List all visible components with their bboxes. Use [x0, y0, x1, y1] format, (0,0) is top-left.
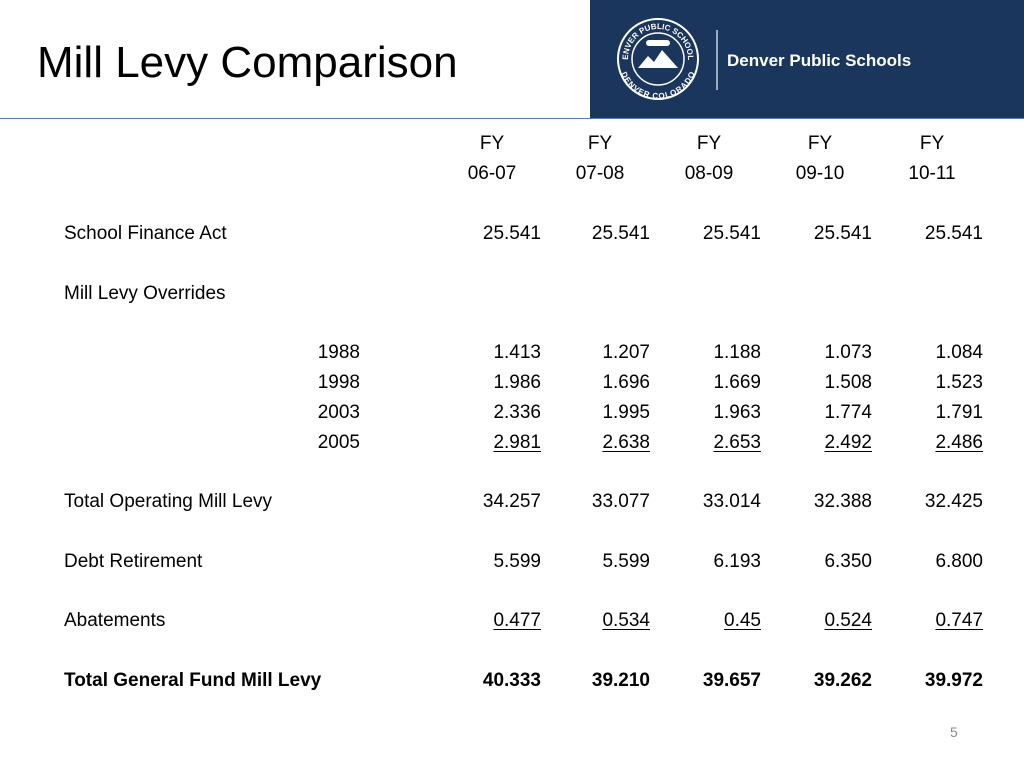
seal-mountains	[638, 50, 678, 68]
table-cell: 6.800	[935, 551, 983, 572]
column-header: FY	[807, 133, 833, 154]
table-cell: 1.791	[935, 402, 983, 423]
table-cell: 0.524	[824, 610, 872, 631]
row-label: 2003	[317, 402, 360, 423]
table-cell: 1.669	[713, 372, 761, 393]
table-cell: 1.084	[935, 342, 983, 363]
table-cell: 1.508	[824, 372, 872, 393]
column-header: FY	[696, 133, 722, 154]
table-cell: 25.541	[702, 223, 761, 244]
seal-ring	[617, 18, 699, 100]
table-cell: 2.981	[493, 432, 541, 453]
column-header: 06-07	[467, 163, 517, 184]
table-cell: 1.073	[824, 342, 872, 363]
table-cell: 2.336	[493, 402, 541, 423]
row-label: Abatements	[64, 610, 166, 631]
table-cell: 0.45	[724, 610, 761, 631]
table-cell: 1.774	[824, 402, 872, 423]
column-header: 10-11	[908, 163, 956, 184]
table-cell: 2.492	[824, 432, 872, 453]
table-cell: 5.599	[493, 551, 541, 572]
column-header: 07-08	[575, 163, 625, 184]
table-cell: 1.963	[713, 402, 761, 423]
table-cell: 6.350	[824, 551, 872, 572]
table-cell: 0.534	[602, 610, 650, 631]
table-cell: 1.696	[602, 372, 650, 393]
column-header: 08-09	[684, 163, 734, 184]
row-label: Total Operating Mill Levy	[64, 491, 273, 512]
logo-name: Denver Public Schools	[727, 51, 911, 70]
column-header: FY	[587, 133, 613, 154]
row-label: 2005	[317, 432, 360, 453]
row-label: 1998	[317, 372, 360, 393]
column-header: FY	[919, 133, 945, 154]
header-rule	[0, 118, 1024, 119]
table-cell: 2.638	[602, 432, 650, 453]
row-label: Debt Retirement	[64, 551, 203, 572]
table-cell: 0.477	[493, 610, 541, 631]
table-cell: 25.541	[482, 223, 541, 244]
seal-top: DENVER PUBLIC SCHOOLS	[590, 0, 695, 60]
table-cell: 25.541	[591, 223, 650, 244]
table-cell: 25.541	[813, 223, 872, 244]
seal-inner	[631, 32, 685, 86]
logo: DENVER PUBLIC SCHOOLS DENVER COLORADO De…	[587, 0, 911, 101]
table-cell: 2.486	[935, 432, 983, 453]
column-header: FY	[479, 133, 505, 154]
table-cell: 33.014	[702, 491, 761, 512]
table-cell: 34.257	[482, 491, 541, 512]
slide-title: Mill Levy Comparison	[37, 38, 458, 87]
table-cell: 39.210	[591, 670, 650, 691]
seal-lamp	[646, 40, 670, 46]
table-cell: 1.413	[493, 342, 541, 363]
row-label: 1988	[317, 342, 360, 363]
table-cell: 0.747	[935, 610, 983, 631]
table-cell: 5.599	[602, 551, 650, 572]
table-cell: 1.523	[935, 372, 983, 393]
table-cell: 1.986	[493, 372, 541, 393]
table-cell: 33.077	[591, 491, 650, 512]
table-cell: 1.207	[602, 342, 650, 363]
table-cell: 25.541	[924, 223, 983, 244]
row-label: Total General Fund Mill Levy	[64, 670, 322, 691]
table-cell: 1.188	[713, 342, 761, 363]
column-header: 09-10	[795, 163, 845, 184]
table-cell: 39.262	[813, 670, 872, 691]
row-label: Mill Levy Overrides	[64, 283, 226, 304]
table-cell: 1.995	[602, 402, 650, 423]
table-cell: 40.333	[482, 670, 541, 691]
page-number: 5	[950, 724, 958, 740]
row-label: School Finance Act	[64, 223, 227, 244]
table-cell: 32.388	[813, 491, 872, 512]
table-cell: 39.972	[924, 670, 983, 691]
table-cell: 32.425	[924, 491, 983, 512]
logo-banner: DENVER PUBLIC SCHOOLS DENVER COLORADO De…	[587, 0, 1024, 118]
table-cell: 2.653	[713, 432, 761, 453]
table-cell: 6.193	[713, 551, 761, 572]
table-cell: 39.657	[702, 670, 761, 691]
